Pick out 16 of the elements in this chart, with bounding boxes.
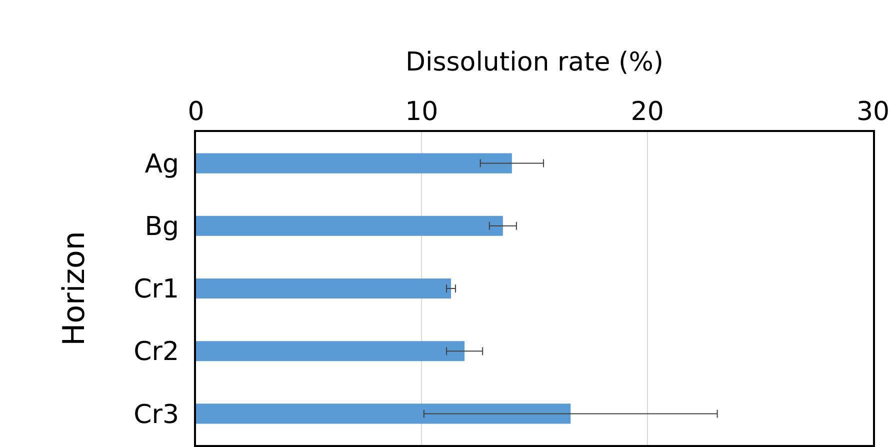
- x-tick-label: 0: [188, 96, 204, 127]
- bar: [196, 278, 451, 299]
- y-tick-label: Cr3: [134, 400, 180, 430]
- x-tick-label: 10: [405, 96, 438, 127]
- y-axis-title: Horizon: [57, 231, 92, 346]
- bar: [196, 404, 571, 424]
- x-axis-title: Dissolution rate (%): [405, 48, 664, 78]
- y-tick-label: Bg: [144, 212, 180, 242]
- y-tick-label: Ag: [144, 149, 180, 180]
- bar: [196, 153, 512, 174]
- y-tick-label: Cr2: [134, 337, 180, 368]
- x-tick-label: 20: [630, 96, 664, 127]
- y-tick-label: Cr1: [134, 274, 180, 305]
- bar: [196, 216, 503, 236]
- x-tick-label: 30: [856, 96, 890, 127]
- bar: [196, 341, 465, 362]
